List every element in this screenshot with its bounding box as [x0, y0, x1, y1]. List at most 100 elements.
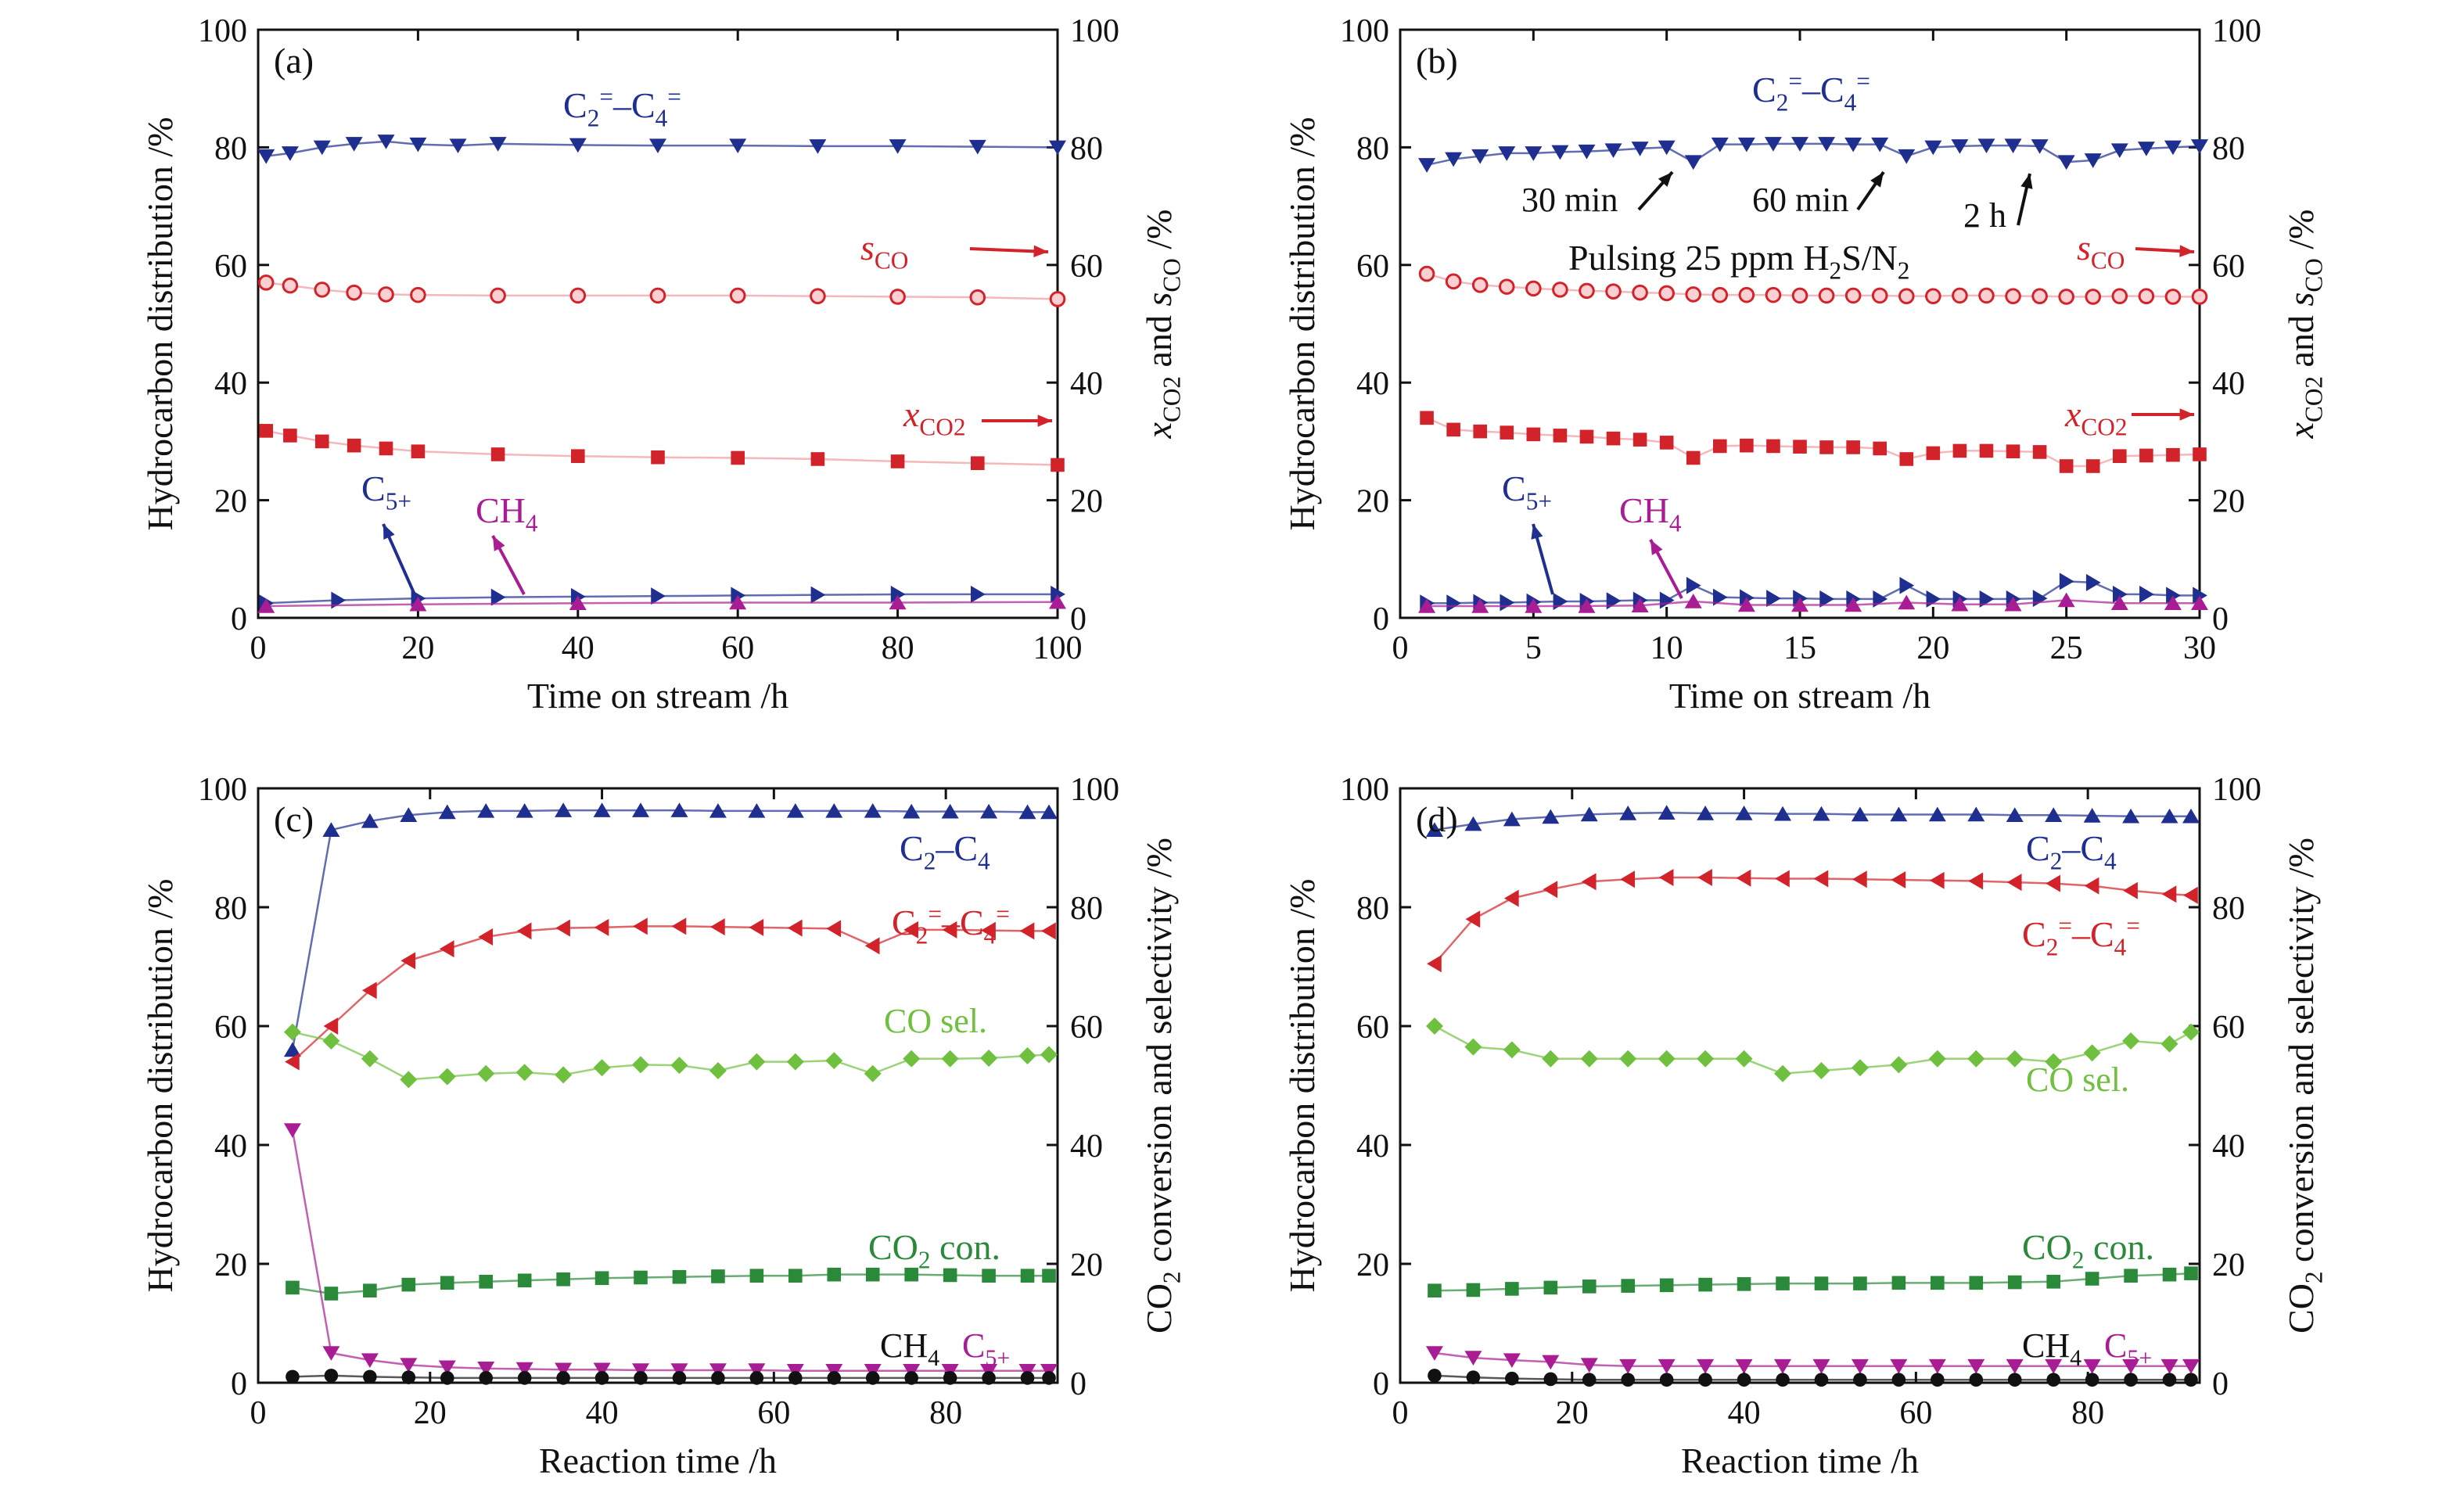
data-point [634, 1371, 648, 1385]
data-point [1737, 137, 1755, 153]
data-point [257, 149, 275, 164]
data-point [1041, 922, 1056, 940]
data-point [1764, 137, 1782, 152]
data-point [941, 803, 959, 819]
data-point [1952, 287, 1968, 304]
data-point [889, 139, 907, 154]
data-point [709, 802, 727, 818]
data-point [490, 588, 506, 606]
series-label-olefin-b: C2=–C4= [1752, 67, 1870, 117]
y2-axis-label: CO2 conversion and selectivity /% [2281, 838, 2328, 1333]
data-point [593, 1362, 611, 1378]
data-point [1926, 590, 1941, 608]
y-tick-label: 60 [1356, 1010, 1389, 1046]
series-0 [1418, 137, 2208, 173]
data-point [1898, 288, 1915, 304]
data-point [1425, 1017, 1443, 1035]
data-point [2032, 445, 2047, 459]
y-tick-label: 100 [198, 772, 247, 808]
x-tick-label: 0 [1392, 630, 1409, 666]
data-point [1899, 576, 1915, 594]
data-point [889, 594, 907, 610]
data-point [2046, 874, 2060, 892]
data-point [1791, 597, 1808, 612]
data-point [1605, 283, 1622, 300]
series-5 [1428, 1369, 2198, 1387]
data-point [479, 1371, 494, 1385]
series-label-c5-d: C5+ [2104, 1326, 2152, 1371]
data-point [1659, 591, 1675, 609]
data-point [632, 1056, 650, 1074]
data-point [1774, 1358, 1792, 1374]
ch4-arrow-b-head [1650, 540, 1663, 555]
data-point [361, 813, 379, 828]
data-point [2137, 142, 2155, 156]
data-point [632, 802, 650, 817]
data-point [2184, 1373, 2198, 1387]
data-point [555, 1362, 573, 1378]
series-0 [1425, 805, 2200, 837]
y2-tick-label: 20 [1070, 1247, 1103, 1283]
data-point [1542, 1355, 1560, 1370]
data-point [1658, 1358, 1676, 1374]
data-point [1578, 144, 1596, 160]
data-point [729, 287, 746, 304]
data-point [788, 1371, 803, 1385]
data-point [1604, 143, 1622, 159]
data-point [1737, 597, 1755, 612]
data-point [903, 1050, 921, 1068]
data-point [2005, 288, 2021, 304]
data-point [440, 1276, 454, 1290]
data-point [2122, 1358, 2140, 1374]
data-point [2083, 808, 2101, 823]
data-point [2059, 572, 2074, 590]
y-tick-label: 0 [1373, 1366, 1389, 1402]
data-point [1658, 869, 1674, 886]
data-point [2084, 877, 2099, 895]
data-point [1465, 910, 1481, 928]
data-point [1019, 922, 1035, 940]
data-point [1931, 1373, 1945, 1387]
data-point [2045, 807, 2063, 822]
data-point [283, 1123, 301, 1138]
data-point [672, 1269, 687, 1284]
data-point [1464, 816, 1482, 831]
data-point [1619, 806, 1637, 820]
data-point [1631, 142, 1649, 156]
data-point [1582, 1373, 1597, 1387]
y-axis-label: Hydrocarbon distribution /% [140, 879, 180, 1293]
data-point [556, 1371, 570, 1385]
x-tick-label: 0 [250, 630, 267, 666]
data-point [1552, 282, 1568, 298]
data-point [1928, 806, 1946, 822]
data-point [1713, 439, 1727, 454]
series-label-xco2: xCO2 [903, 394, 966, 441]
data-point [1580, 1358, 1598, 1373]
data-point [477, 1361, 495, 1376]
data-point [1686, 576, 1701, 594]
series-line [1426, 142, 2200, 167]
data-point [1466, 1283, 1481, 1297]
data-point [1051, 458, 1065, 472]
y2-tick-label: 20 [2212, 484, 2245, 520]
data-point [1631, 598, 1649, 613]
y-axis-label: Hydrocarbon distribution /% [140, 117, 180, 531]
data-point [1049, 594, 1066, 609]
data-point [1619, 1358, 1637, 1374]
data-point [555, 919, 570, 937]
data-point [1543, 1280, 1558, 1295]
data-point [401, 1370, 416, 1384]
data-point [1925, 288, 1941, 304]
data-point [968, 139, 986, 155]
data-point [400, 807, 418, 822]
data-point [1632, 284, 1648, 301]
y2-tick-label: 80 [1070, 131, 1103, 167]
data-point [1969, 1276, 1984, 1290]
y-tick-label: 80 [1356, 131, 1389, 167]
data-point [1853, 1276, 1867, 1290]
data-point [1049, 140, 1066, 156]
data-point [322, 1346, 340, 1361]
data-point [490, 447, 505, 461]
data-point [671, 917, 687, 935]
series-3 [286, 1267, 1056, 1301]
